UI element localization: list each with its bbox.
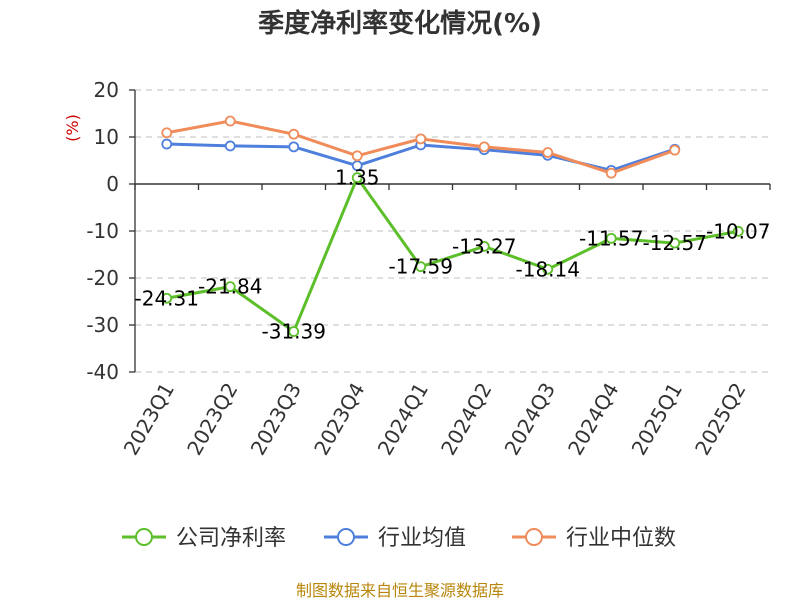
legend-marker (337, 528, 355, 546)
legend-marker (135, 528, 153, 546)
data-point (224, 115, 236, 127)
data-point (669, 237, 681, 249)
data-label: -18.14 (516, 257, 580, 281)
y-tick-label: -10 (86, 219, 119, 243)
y-tick-label: 0 (106, 172, 119, 196)
data-label: -12.57 (643, 231, 707, 255)
x-tick-label: 2023Q3 (246, 379, 306, 460)
y-tick-label: -20 (86, 266, 119, 290)
data-point (605, 232, 617, 244)
data-point (605, 167, 617, 179)
x-tick-label: 2024Q2 (436, 379, 496, 460)
y-axis-unit: (%) (63, 114, 82, 142)
source-note: 制图数据来自恒生聚源数据库 (296, 581, 504, 600)
data-point (732, 225, 744, 237)
x-tick-label: 2023Q4 (309, 379, 369, 460)
data-label: -17.59 (389, 255, 453, 279)
data-point (351, 150, 363, 162)
x-tick-label: 2024Q3 (500, 379, 560, 460)
data-point (288, 141, 300, 153)
data-point (478, 240, 490, 252)
legend-label: 公司净利率 (176, 526, 286, 551)
data-point (161, 138, 173, 150)
chart-title: 季度净利率变化情况(%) (258, 8, 542, 39)
data-point (542, 263, 554, 275)
gridlines (135, 89, 770, 373)
data-label: -21.84 (198, 275, 262, 299)
x-tick-label: 2025Q1 (627, 379, 687, 460)
x-tick-label: 2024Q4 (563, 379, 623, 460)
legend-label: 行业均值 (378, 526, 466, 551)
y-tick-label: -40 (86, 360, 119, 384)
legend-label: 行业中位数 (566, 526, 676, 551)
x-tick-label: 2023Q1 (119, 379, 179, 460)
legend-marker (525, 528, 543, 546)
series-line (166, 176, 739, 334)
y-tick-label: 20 (94, 78, 119, 102)
axes (129, 89, 771, 373)
data-point (224, 140, 236, 152)
data-label: -31.39 (262, 320, 326, 344)
data-label: 1.35 (335, 166, 380, 190)
data-point (288, 326, 300, 337)
data-labels: -24.31 -21.84-31.39 1.35 -17.59-13.27-18.14… (135, 166, 771, 344)
data-point (478, 141, 490, 153)
data-label: -24.31 (135, 286, 199, 310)
data-label: -13.27 (452, 234, 516, 258)
legend: 公司净利率 行业均值 行业中位数 (122, 526, 676, 551)
series-layer (161, 115, 744, 337)
y-tick-label: 10 (94, 125, 119, 149)
data-point (224, 281, 236, 293)
data-point (669, 144, 681, 156)
data-point (288, 128, 300, 140)
x-tick-label: 2024Q1 (373, 379, 433, 460)
data-point (351, 172, 363, 184)
data-point (415, 261, 427, 273)
data-point (161, 292, 173, 304)
x-tick-label: 2023Q2 (182, 379, 242, 460)
data-label: -11.57 (579, 226, 643, 250)
data-label: -10.07 (706, 219, 770, 243)
x-tick-label: 2025Q2 (690, 379, 750, 460)
data-point (161, 127, 173, 139)
y-tick-label: -30 (86, 313, 119, 337)
y-tick-labels: 20 10 0 -10 -20 -30 -40 (86, 78, 119, 384)
data-point (542, 147, 554, 158)
x-tick-labels: 2023Q1 2023Q2 2023Q3 2023Q4 2024Q1 2024Q2 2024… (119, 379, 751, 460)
data-point (415, 133, 427, 145)
